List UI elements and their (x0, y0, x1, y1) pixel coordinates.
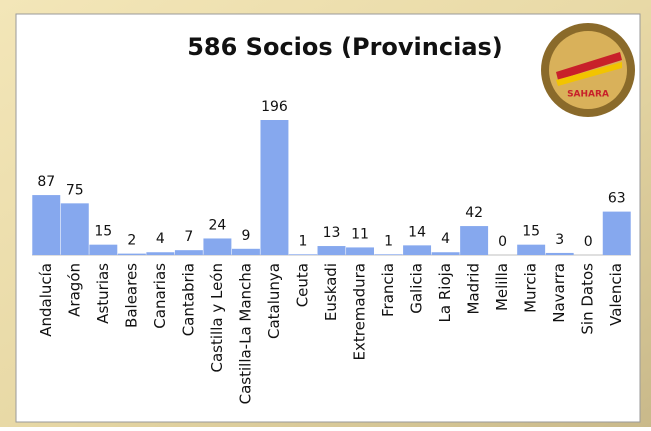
bar (175, 250, 203, 255)
data-label: 196 (261, 99, 288, 115)
bar (118, 254, 146, 255)
x-tick-label: Andalucía (37, 263, 55, 337)
bar (61, 203, 89, 255)
data-label: 1 (299, 233, 308, 249)
x-tick-label: Melilla (493, 263, 511, 311)
data-label: 14 (408, 224, 426, 240)
x-tick-label: Euskadi (322, 263, 340, 321)
x-tick-label: Navarra (550, 263, 568, 323)
x-tick-label: Extremadura (351, 263, 369, 361)
x-tick-label: Castilla-La Mancha (236, 263, 254, 404)
data-label: 1 (384, 233, 393, 249)
bar (375, 254, 403, 255)
bar (232, 249, 260, 255)
bar (432, 252, 460, 255)
x-tick-label: Castilla y León (208, 263, 226, 372)
bar (603, 212, 631, 255)
x-tick-label: Ceuta (293, 263, 311, 307)
data-label: 4 (156, 231, 165, 247)
x-tick-label: Aragón (65, 263, 83, 317)
data-label: 9 (241, 228, 250, 244)
data-label: 15 (94, 224, 112, 240)
x-tick-label: Galicia (408, 263, 426, 314)
data-label: 63 (608, 191, 626, 207)
data-label: 15 (522, 224, 540, 240)
data-label: 0 (498, 234, 507, 250)
data-label: 0 (584, 234, 593, 250)
bar (289, 254, 317, 255)
data-label: 42 (465, 205, 483, 221)
bar (517, 245, 545, 255)
data-label: 87 (37, 174, 55, 190)
bar (32, 195, 60, 255)
chart-title: 586 Socios (Provincias) (187, 33, 503, 61)
logo-text: SAHARA (567, 90, 609, 100)
page: 586 Socios (Provincias) SAHARA 87 Andaluc… (0, 0, 651, 431)
data-label: 3 (555, 232, 564, 248)
x-tick-label: Valencia (607, 263, 625, 326)
x-tick-label: Asturias (94, 263, 112, 324)
bar (89, 245, 117, 255)
data-label: 75 (66, 182, 84, 198)
x-tick-label: Cantabria (179, 263, 197, 336)
data-label: 4 (441, 231, 450, 247)
x-tick-label: La Rioja (436, 263, 454, 322)
bar (318, 246, 346, 255)
data-label: 2 (127, 233, 136, 249)
bar (146, 252, 174, 255)
bar (460, 226, 488, 255)
bar (260, 120, 288, 255)
bar (403, 245, 431, 255)
x-tick-label: Francia (379, 263, 397, 317)
chart: 586 Socios (Provincias) SAHARA 87 Andaluc… (0, 0, 651, 427)
data-label: 24 (208, 217, 226, 233)
bar (546, 253, 574, 255)
logo: SAHARA (541, 23, 635, 117)
x-tick-label: Baleares (122, 263, 140, 328)
x-tick-label: Sin Datos (579, 263, 597, 335)
x-tick-label: Murcia (522, 263, 540, 313)
bar (346, 247, 374, 255)
bar (203, 238, 231, 255)
x-tick-label: Madrid (465, 263, 483, 315)
data-label: 7 (184, 229, 193, 245)
x-tick-label: Catalunya (265, 263, 283, 339)
x-tick-label: Canarias (151, 263, 169, 329)
data-label: 11 (351, 226, 369, 242)
data-label: 13 (323, 225, 341, 241)
